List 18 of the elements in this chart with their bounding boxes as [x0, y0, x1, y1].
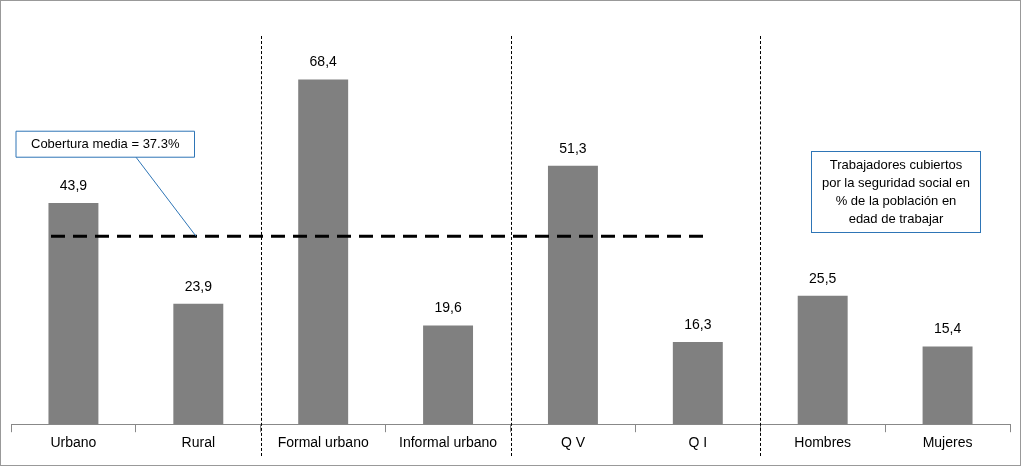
data-label: 68,4	[309, 53, 338, 70]
data-label: 43,9	[59, 176, 88, 193]
x-tick-label: Mujeres	[922, 434, 973, 451]
x-tick-label: Hombres	[794, 434, 852, 451]
ref-line-label: Cobertura media = 37.3%	[31, 135, 180, 151]
x-tick-label: Rural	[181, 434, 216, 451]
data-label: 15,4	[933, 320, 962, 337]
data-label: 25,5	[809, 269, 837, 286]
data-label: 19,6	[434, 299, 462, 316]
x-tick-label: Formal urbano	[277, 434, 369, 451]
x-tick-label: Informal urbano	[399, 434, 498, 451]
data-label: 16,3	[684, 315, 712, 332]
x-tick-label: Q V	[560, 434, 586, 451]
data-label: 51,3	[559, 139, 587, 156]
annotation: Trabajadores cubiertos por la seguridad social en % de la población en edad de trabajar	[811, 151, 981, 233]
x-tick-label: Q I	[688, 434, 708, 451]
data-label: 23,9	[184, 277, 213, 294]
x-tick-label: Urbano	[50, 434, 97, 451]
